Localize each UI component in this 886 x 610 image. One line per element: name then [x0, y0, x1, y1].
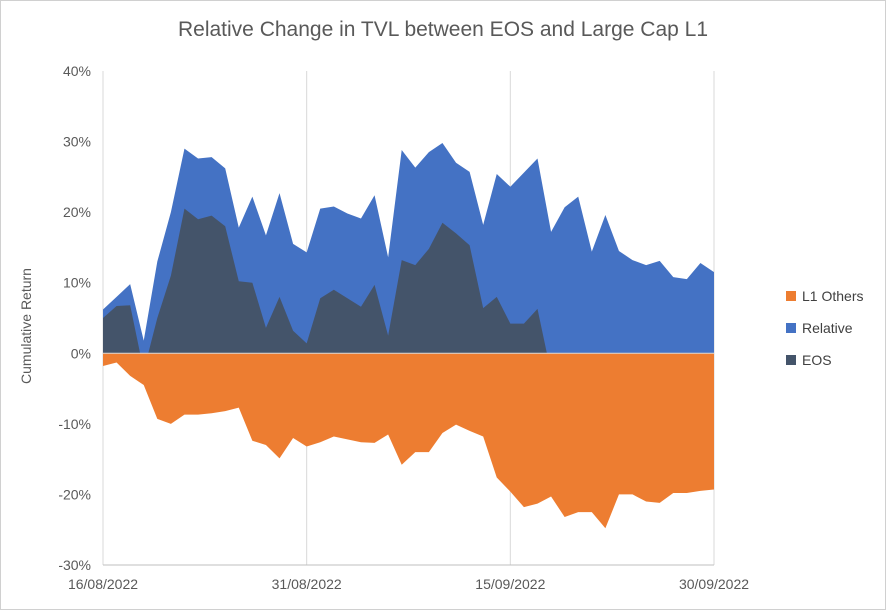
y-tick-labels: 40% 30% 20% 10% 0% -10% -20% -30% [58, 63, 91, 573]
x-tick-labels: 16/08/2022 31/08/2022 15/09/2022 30/09/2022 [68, 576, 749, 592]
legend: L1 Others Relative EOS [786, 287, 863, 383]
legend-label-relative: Relative [802, 319, 853, 336]
legend-label-eos: EOS [802, 351, 832, 368]
series-areas [103, 142, 714, 529]
y-tick-label: 40% [63, 63, 91, 79]
legend-item-relative: Relative [786, 319, 863, 336]
axes [103, 352, 714, 566]
legend-item-eos: EOS [786, 351, 863, 368]
legend-swatch-l1-others [786, 290, 796, 301]
legend-label-l1-others: L1 Others [802, 287, 864, 304]
x-tick-label: 31/08/2022 [272, 576, 342, 592]
y-tick-label: 30% [63, 134, 91, 150]
y-tick-label: 20% [63, 204, 91, 220]
x-tick-label: 16/08/2022 [68, 576, 138, 592]
area-l1-others [103, 353, 714, 529]
legend-swatch-eos [786, 354, 796, 365]
legend-swatch-relative [786, 322, 796, 333]
y-tick-label: 10% [63, 275, 91, 291]
x-tick-label: 15/09/2022 [475, 576, 545, 592]
legend-item-l1-others: L1 Others [786, 287, 863, 304]
chart-title: Relative Change in TVL between EOS and L… [177, 18, 708, 41]
y-tick-label: 0% [71, 345, 91, 361]
y-tick-label: -10% [58, 416, 91, 432]
x-tick-label: 30/09/2022 [679, 576, 749, 592]
y-tick-label: -30% [58, 557, 91, 573]
y-tick-label: -20% [58, 486, 91, 502]
